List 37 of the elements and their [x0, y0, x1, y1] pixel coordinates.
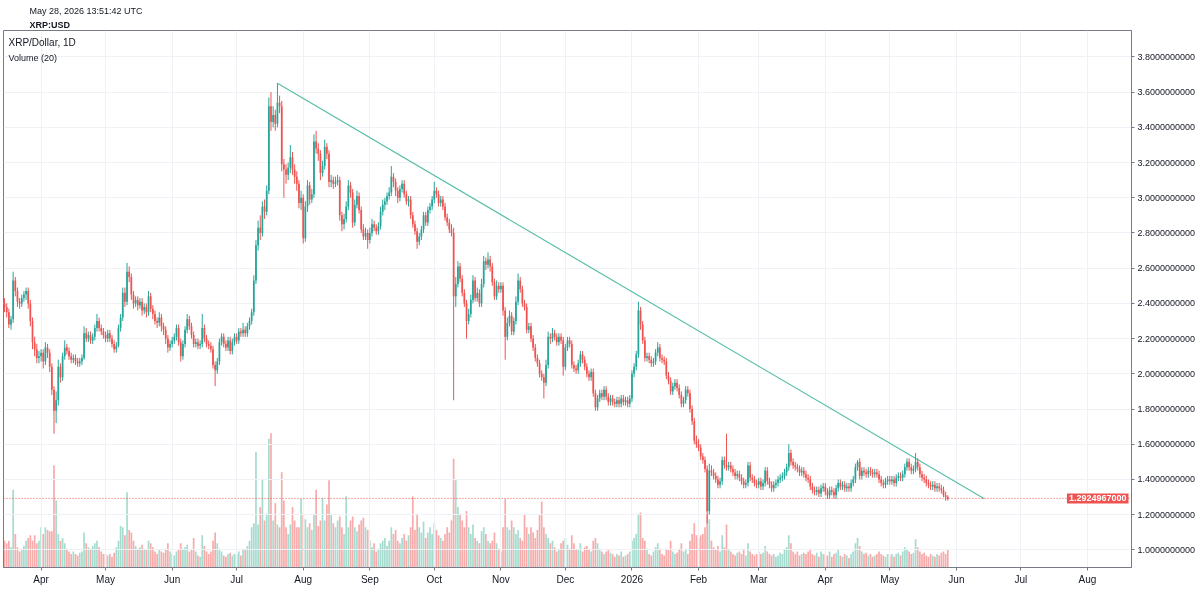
- y-tick-label: 3.8000000000: [1137, 51, 1196, 62]
- x-tick-label: May: [96, 573, 116, 585]
- y-tick-label: 1.2000000000: [1137, 509, 1196, 520]
- x-tick-label: Apr: [817, 573, 834, 585]
- x-tick-label: Aug: [1078, 573, 1097, 585]
- y-tick-label: 2.4000000000: [1137, 298, 1196, 309]
- x-tick-label: Nov: [492, 573, 510, 585]
- x-tick-label: 2026: [620, 573, 644, 585]
- x-tick-label: Jul: [1014, 573, 1028, 585]
- y-tick-label: 3.6000000000: [1137, 87, 1196, 98]
- y-tick-label: 1.6000000000: [1137, 439, 1196, 450]
- y-tick-label: 2.8000000000: [1137, 227, 1196, 238]
- x-tick-label: Jun: [164, 573, 181, 585]
- y-tick-label: 1.8000000000: [1137, 404, 1196, 415]
- annotation: XRP/Dollar, 1D: [8, 36, 76, 48]
- x-tick-label: May: [880, 573, 900, 585]
- y-tick-label: 1.0000000000: [1137, 544, 1196, 555]
- y-tick-label: 3.4000000000: [1137, 122, 1196, 133]
- ref-line-label: 1.2924967000: [1068, 493, 1127, 504]
- y-tick-label: 3.0000000000: [1137, 192, 1196, 203]
- x-tick-label: Oct: [426, 573, 443, 585]
- x-tick-label: Sep: [360, 573, 380, 585]
- chart-title: XRP:USD: [29, 19, 71, 30]
- chart-subtitle: May 28, 2026 13:51:42 UTC: [29, 5, 144, 16]
- x-tick-label: Jul: [230, 573, 244, 585]
- x-tick-label: Apr: [33, 573, 50, 585]
- y-tick-label: 2.2000000000: [1137, 333, 1196, 344]
- x-tick-label: Mar: [750, 573, 768, 585]
- x-tick-label: Feb: [689, 573, 708, 585]
- y-tick-label: 2.6000000000: [1137, 263, 1196, 274]
- x-tick-label: Dec: [556, 573, 575, 585]
- y-tick-label: 1.4000000000: [1137, 474, 1196, 485]
- x-tick-label: Aug: [294, 573, 313, 585]
- annotation: Volume (20): [8, 52, 58, 63]
- x-tick-label: Jun: [948, 573, 965, 585]
- y-tick-label: 3.2000000000: [1137, 157, 1196, 168]
- y-tick-label: 2.0000000000: [1137, 368, 1196, 379]
